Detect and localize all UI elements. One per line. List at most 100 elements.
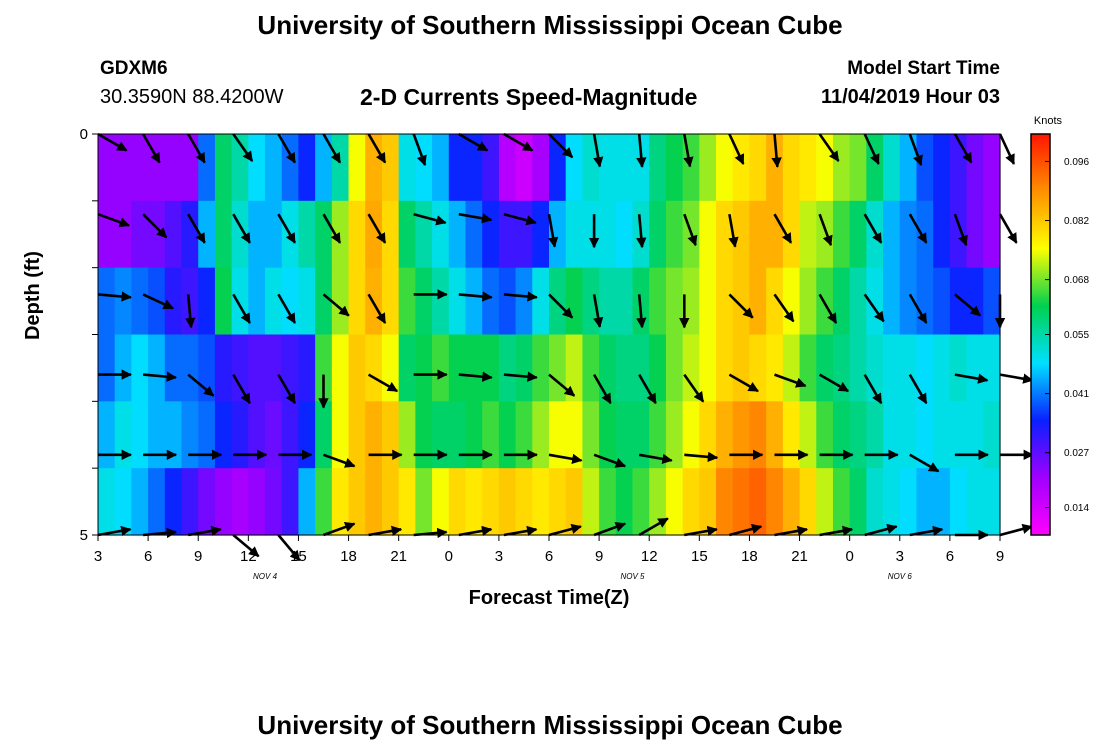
heat-cell xyxy=(933,335,950,402)
heat-cell xyxy=(315,468,332,535)
heat-cell xyxy=(866,468,883,535)
heat-cell xyxy=(816,401,833,468)
heat-cell xyxy=(850,401,867,468)
colorbar-tick-label: 0.082 xyxy=(1064,216,1089,227)
heat-cell xyxy=(198,468,215,535)
heat-cell xyxy=(833,134,850,201)
heat-cell xyxy=(499,134,516,201)
heat-cell xyxy=(649,134,666,201)
heat-cell xyxy=(298,134,315,201)
heat-cell xyxy=(883,335,900,402)
heat-cell xyxy=(482,335,499,402)
heat-cell xyxy=(349,335,366,402)
heat-cell xyxy=(532,468,549,535)
heat-cell xyxy=(465,201,482,268)
heat-cell xyxy=(833,468,850,535)
heat-cell xyxy=(315,201,332,268)
heat-cell xyxy=(415,401,432,468)
heat-cell xyxy=(967,401,984,468)
heat-cell xyxy=(399,401,416,468)
heat-cell xyxy=(115,401,132,468)
heat-cell xyxy=(382,201,399,268)
heat-cell xyxy=(749,134,766,201)
heat-cell xyxy=(165,134,182,201)
heat-cell xyxy=(933,468,950,535)
heat-cell xyxy=(165,468,182,535)
x-tick-label: 6 xyxy=(144,548,152,565)
heat-cell xyxy=(415,468,432,535)
heat-cell xyxy=(933,134,950,201)
heat-cell xyxy=(399,468,416,535)
heat-cell xyxy=(248,335,265,402)
heat-cell xyxy=(633,468,650,535)
heat-cell xyxy=(967,134,984,201)
heat-cell xyxy=(749,401,766,468)
heat-cell xyxy=(215,335,232,402)
heat-cell xyxy=(349,134,366,201)
colorbar-tick-label: 0.068 xyxy=(1064,275,1089,286)
heat-cell xyxy=(716,201,733,268)
heat-cell xyxy=(666,134,683,201)
heat-cell xyxy=(298,201,315,268)
heat-cell xyxy=(916,268,933,335)
heat-cell xyxy=(115,335,132,402)
heat-cell xyxy=(616,401,633,468)
heat-cell xyxy=(148,335,165,402)
heat-cell xyxy=(532,268,549,335)
heat-cell xyxy=(198,134,215,201)
heat-cell xyxy=(866,401,883,468)
heat-cell xyxy=(482,134,499,201)
heat-cell xyxy=(683,468,700,535)
heat-cell xyxy=(332,335,349,402)
heat-cell xyxy=(783,335,800,402)
heat-cell xyxy=(766,201,783,268)
heat-cell xyxy=(883,134,900,201)
heat-cell xyxy=(749,201,766,268)
heat-cell xyxy=(298,401,315,468)
heat-cell xyxy=(633,401,650,468)
heat-cell xyxy=(499,268,516,335)
x-tick-label: 15 xyxy=(691,548,708,565)
heat-cell xyxy=(215,401,232,468)
heat-cell xyxy=(265,268,282,335)
heat-cell xyxy=(165,268,182,335)
heat-cell xyxy=(716,134,733,201)
heat-cell xyxy=(616,134,633,201)
heat-cell xyxy=(532,401,549,468)
heat-cell xyxy=(449,201,466,268)
heat-cell xyxy=(983,335,1000,402)
heat-cell xyxy=(465,335,482,402)
heat-cell xyxy=(549,335,566,402)
x-tick-label: 0 xyxy=(445,548,453,565)
heat-cell xyxy=(950,134,967,201)
heat-cell xyxy=(733,201,750,268)
heat-cell xyxy=(449,401,466,468)
heat-cell xyxy=(883,401,900,468)
heat-cell xyxy=(800,468,817,535)
heat-cell xyxy=(983,401,1000,468)
heat-cell xyxy=(215,468,232,535)
heat-cell xyxy=(649,201,666,268)
heat-cell xyxy=(382,134,399,201)
colorbar-tick-label: 0.096 xyxy=(1064,157,1089,168)
heat-cell xyxy=(98,134,115,201)
heat-cell xyxy=(900,468,917,535)
heat-cell xyxy=(716,401,733,468)
y-tick-label: 0 xyxy=(80,126,88,143)
heat-cell xyxy=(432,335,449,402)
heat-cell xyxy=(783,401,800,468)
heat-cell xyxy=(850,335,867,402)
heat-cell xyxy=(182,335,199,402)
heat-cell xyxy=(349,401,366,468)
heat-cell xyxy=(549,468,566,535)
colorbar-tick-label: 0.055 xyxy=(1064,330,1089,341)
y-tick-label: 5 xyxy=(80,527,88,544)
heat-cell xyxy=(749,335,766,402)
heat-cell xyxy=(883,268,900,335)
heat-cell xyxy=(516,268,533,335)
heat-cell xyxy=(816,134,833,201)
heat-cell xyxy=(165,401,182,468)
colorbar-tick-label: 0.027 xyxy=(1064,448,1089,459)
heat-cell xyxy=(950,468,967,535)
heat-cell xyxy=(933,201,950,268)
